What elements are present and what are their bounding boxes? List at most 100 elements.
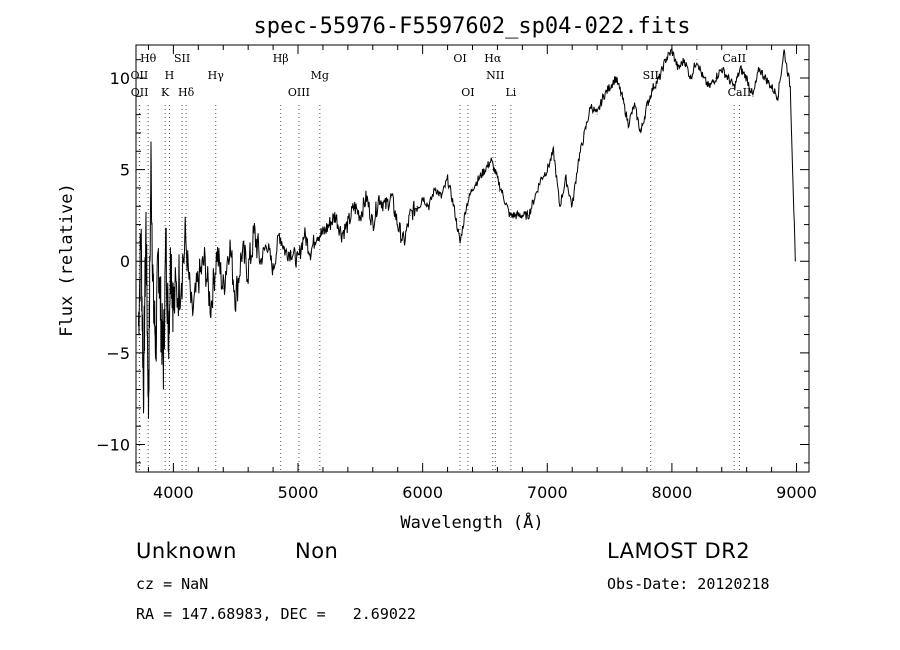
- x-tick-label: 5000: [278, 483, 319, 502]
- spectrum-point: [453, 205, 455, 207]
- x-tick-label: 8000: [652, 483, 693, 502]
- y-axis-label: Flux (relative): [57, 183, 77, 337]
- spectrum-point: [565, 178, 567, 180]
- spectrum-point: [191, 315, 193, 317]
- spectrum-point: [789, 86, 791, 88]
- spectrum-point: [165, 242, 167, 244]
- spectrum-point: [384, 205, 386, 207]
- spectrum-point: [715, 77, 716, 79]
- spectrum-point: [665, 59, 667, 61]
- spectrum-point: [153, 306, 154, 308]
- series-layer: [138, 48, 796, 419]
- spectrum-point: [148, 407, 149, 409]
- spectrum-point: [372, 224, 374, 225]
- spectrum-point: [204, 260, 205, 262]
- spectrum-point: [335, 215, 336, 216]
- y-tick-label: −10: [96, 436, 130, 455]
- line-marker-label: OII: [131, 69, 149, 82]
- subclass-label: Non: [295, 539, 339, 563]
- spectrum-point: [727, 77, 729, 79]
- spectrum-point: [303, 233, 305, 235]
- spectrum-point: [708, 86, 710, 88]
- spectrum-point: [285, 251, 286, 253]
- line-marker-label: H: [165, 69, 175, 82]
- spectrum-point: [596, 114, 598, 116]
- spectrum-point: [150, 160, 152, 161]
- spectrum-point: [260, 260, 262, 262]
- spectrum-point: [229, 242, 230, 244]
- spectrum-point: [465, 205, 467, 207]
- x-tick-label: 9000: [776, 483, 817, 502]
- spectrum-point: [621, 95, 623, 97]
- spectrum-point: [553, 150, 554, 152]
- spectrum-point: [247, 270, 249, 271]
- spectrum-point: [391, 196, 392, 198]
- spectrum-point: [534, 196, 536, 198]
- spectrum-point: [559, 205, 561, 207]
- spectrum-point: [646, 105, 648, 106]
- spectrum-point: [366, 196, 367, 198]
- spectrum-point: [185, 242, 187, 244]
- spectrum-point: [764, 77, 766, 79]
- spectrum-point: [353, 205, 355, 207]
- spectrum-point: [347, 224, 349, 225]
- spectrum-point: [490, 160, 492, 161]
- spectrum-point: [168, 334, 169, 335]
- spectrum-point: [696, 59, 698, 61]
- spectrum-point: [584, 132, 586, 134]
- spectrum-point: [278, 233, 280, 235]
- spectrum-point: [503, 196, 505, 198]
- spectrum-point: [540, 178, 542, 180]
- spectrum-point: [571, 205, 573, 207]
- y-tick-label: −5: [106, 344, 130, 363]
- spectrum-point: [459, 242, 461, 244]
- spectrum-point: [609, 86, 610, 88]
- spectrum-point: [434, 187, 436, 189]
- spectrum-point: [783, 50, 785, 51]
- spectrum-point: [210, 306, 212, 308]
- spectrum-point: [721, 68, 723, 70]
- line-marker-label: CaII: [722, 52, 746, 65]
- line-marker-label: Mg: [311, 69, 329, 82]
- spectrum-point: [771, 86, 773, 88]
- redshift-label: cz = NaN: [136, 575, 209, 593]
- spectrum-point: [546, 169, 548, 171]
- spectrum-point: [447, 178, 448, 180]
- spectrum-point: [216, 251, 218, 253]
- survey-label: LAMOST DR2: [607, 539, 751, 563]
- line-marker-label: Hγ: [208, 69, 225, 82]
- spectrum-point: [652, 86, 654, 88]
- spectrum-point: [528, 215, 529, 216]
- spectrum-point: [422, 196, 424, 198]
- spectrum-point: [659, 77, 660, 79]
- line-marker-label: CaII: [728, 86, 752, 99]
- spectrum-point: [140, 233, 142, 235]
- spectrum-point: [138, 324, 139, 326]
- spectrum-point: [758, 68, 760, 70]
- spectrum-point: [197, 279, 199, 280]
- spectrum-point: [777, 95, 779, 97]
- spectrum-point: [322, 233, 324, 235]
- spectrum-point: [403, 242, 405, 244]
- spectrum-point: [752, 95, 754, 97]
- coordinates-label: RA = 147.68983, DEC = 2.69022: [136, 605, 416, 623]
- line-marker-label: SII: [643, 69, 659, 82]
- line-marker-label: OI: [461, 86, 474, 99]
- spectrum-point: [241, 251, 243, 253]
- spectrum-point: [428, 205, 430, 207]
- spectrum-point: [397, 224, 399, 225]
- spectrum-point: [222, 288, 224, 290]
- spectrum-point: [515, 215, 517, 216]
- class-label: Unknown: [136, 539, 237, 563]
- y-tick-label: 5: [120, 161, 130, 180]
- spectrum-point: [409, 215, 411, 216]
- spectrum-point: [316, 233, 318, 235]
- spectrum-point: [158, 251, 159, 253]
- spectrum-point: [521, 215, 523, 216]
- line-marker-label: NII: [486, 69, 504, 82]
- spectrum-point: [143, 389, 144, 390]
- line-marker-label: K: [161, 86, 170, 99]
- spectrum-point: [690, 77, 692, 79]
